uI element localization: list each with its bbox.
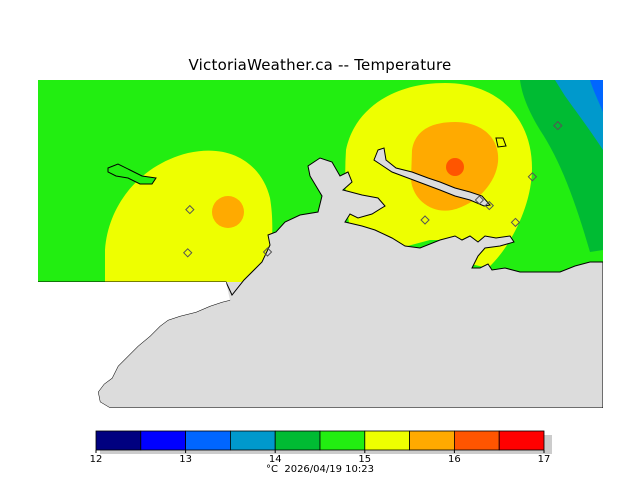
- legend-timestamp: 2026/04/19 10:23: [284, 464, 374, 475]
- legend-bin: [409, 430, 455, 451]
- legend-unit: °C: [266, 464, 278, 475]
- island-east: [495, 137, 507, 148]
- zone-13-5: [590, 80, 603, 112]
- outside-area: [38, 282, 230, 408]
- legend-tick-label: 12: [90, 454, 103, 465]
- legend-bin: [319, 430, 366, 451]
- legend-tick-label: 14: [269, 454, 282, 465]
- legend-tick-label: 15: [358, 454, 371, 465]
- inlet: [373, 147, 491, 207]
- map-title: VictoriaWeather.ca -- Temperature: [188, 56, 452, 74]
- legend-bin: [95, 430, 142, 451]
- island-west: [107, 163, 157, 185]
- legend-bin: [185, 430, 231, 451]
- zone-14: [555, 80, 603, 150]
- legend-tick-label: 16: [448, 454, 461, 465]
- station-marker[interactable]: [474, 195, 485, 205]
- zone-14-5: [520, 80, 603, 252]
- stations-layer: [183, 120, 563, 258]
- legend-bin: [274, 430, 321, 451]
- legend-bin: [140, 430, 187, 451]
- station-marker[interactable]: [185, 204, 195, 215]
- legend-tick-label: 17: [538, 454, 551, 465]
- station-marker[interactable]: [510, 217, 521, 228]
- station-marker[interactable]: [183, 248, 193, 258]
- legend-caption: °C 2026/04/19 10:23: [0, 464, 640, 475]
- station-marker[interactable]: [484, 200, 495, 211]
- zone-15-5-west: [212, 196, 244, 228]
- legend-tick-label: 13: [179, 454, 192, 465]
- station-marker[interactable]: [527, 172, 538, 182]
- station-marker[interactable]: [262, 247, 273, 257]
- station-marker[interactable]: [420, 215, 430, 225]
- station-marker[interactable]: [553, 120, 563, 131]
- legend-bin: [453, 430, 500, 451]
- zone-16-east: [446, 158, 464, 176]
- legend-bin: [364, 430, 410, 451]
- legend-bin: [498, 430, 545, 451]
- legend-bin: [229, 430, 276, 451]
